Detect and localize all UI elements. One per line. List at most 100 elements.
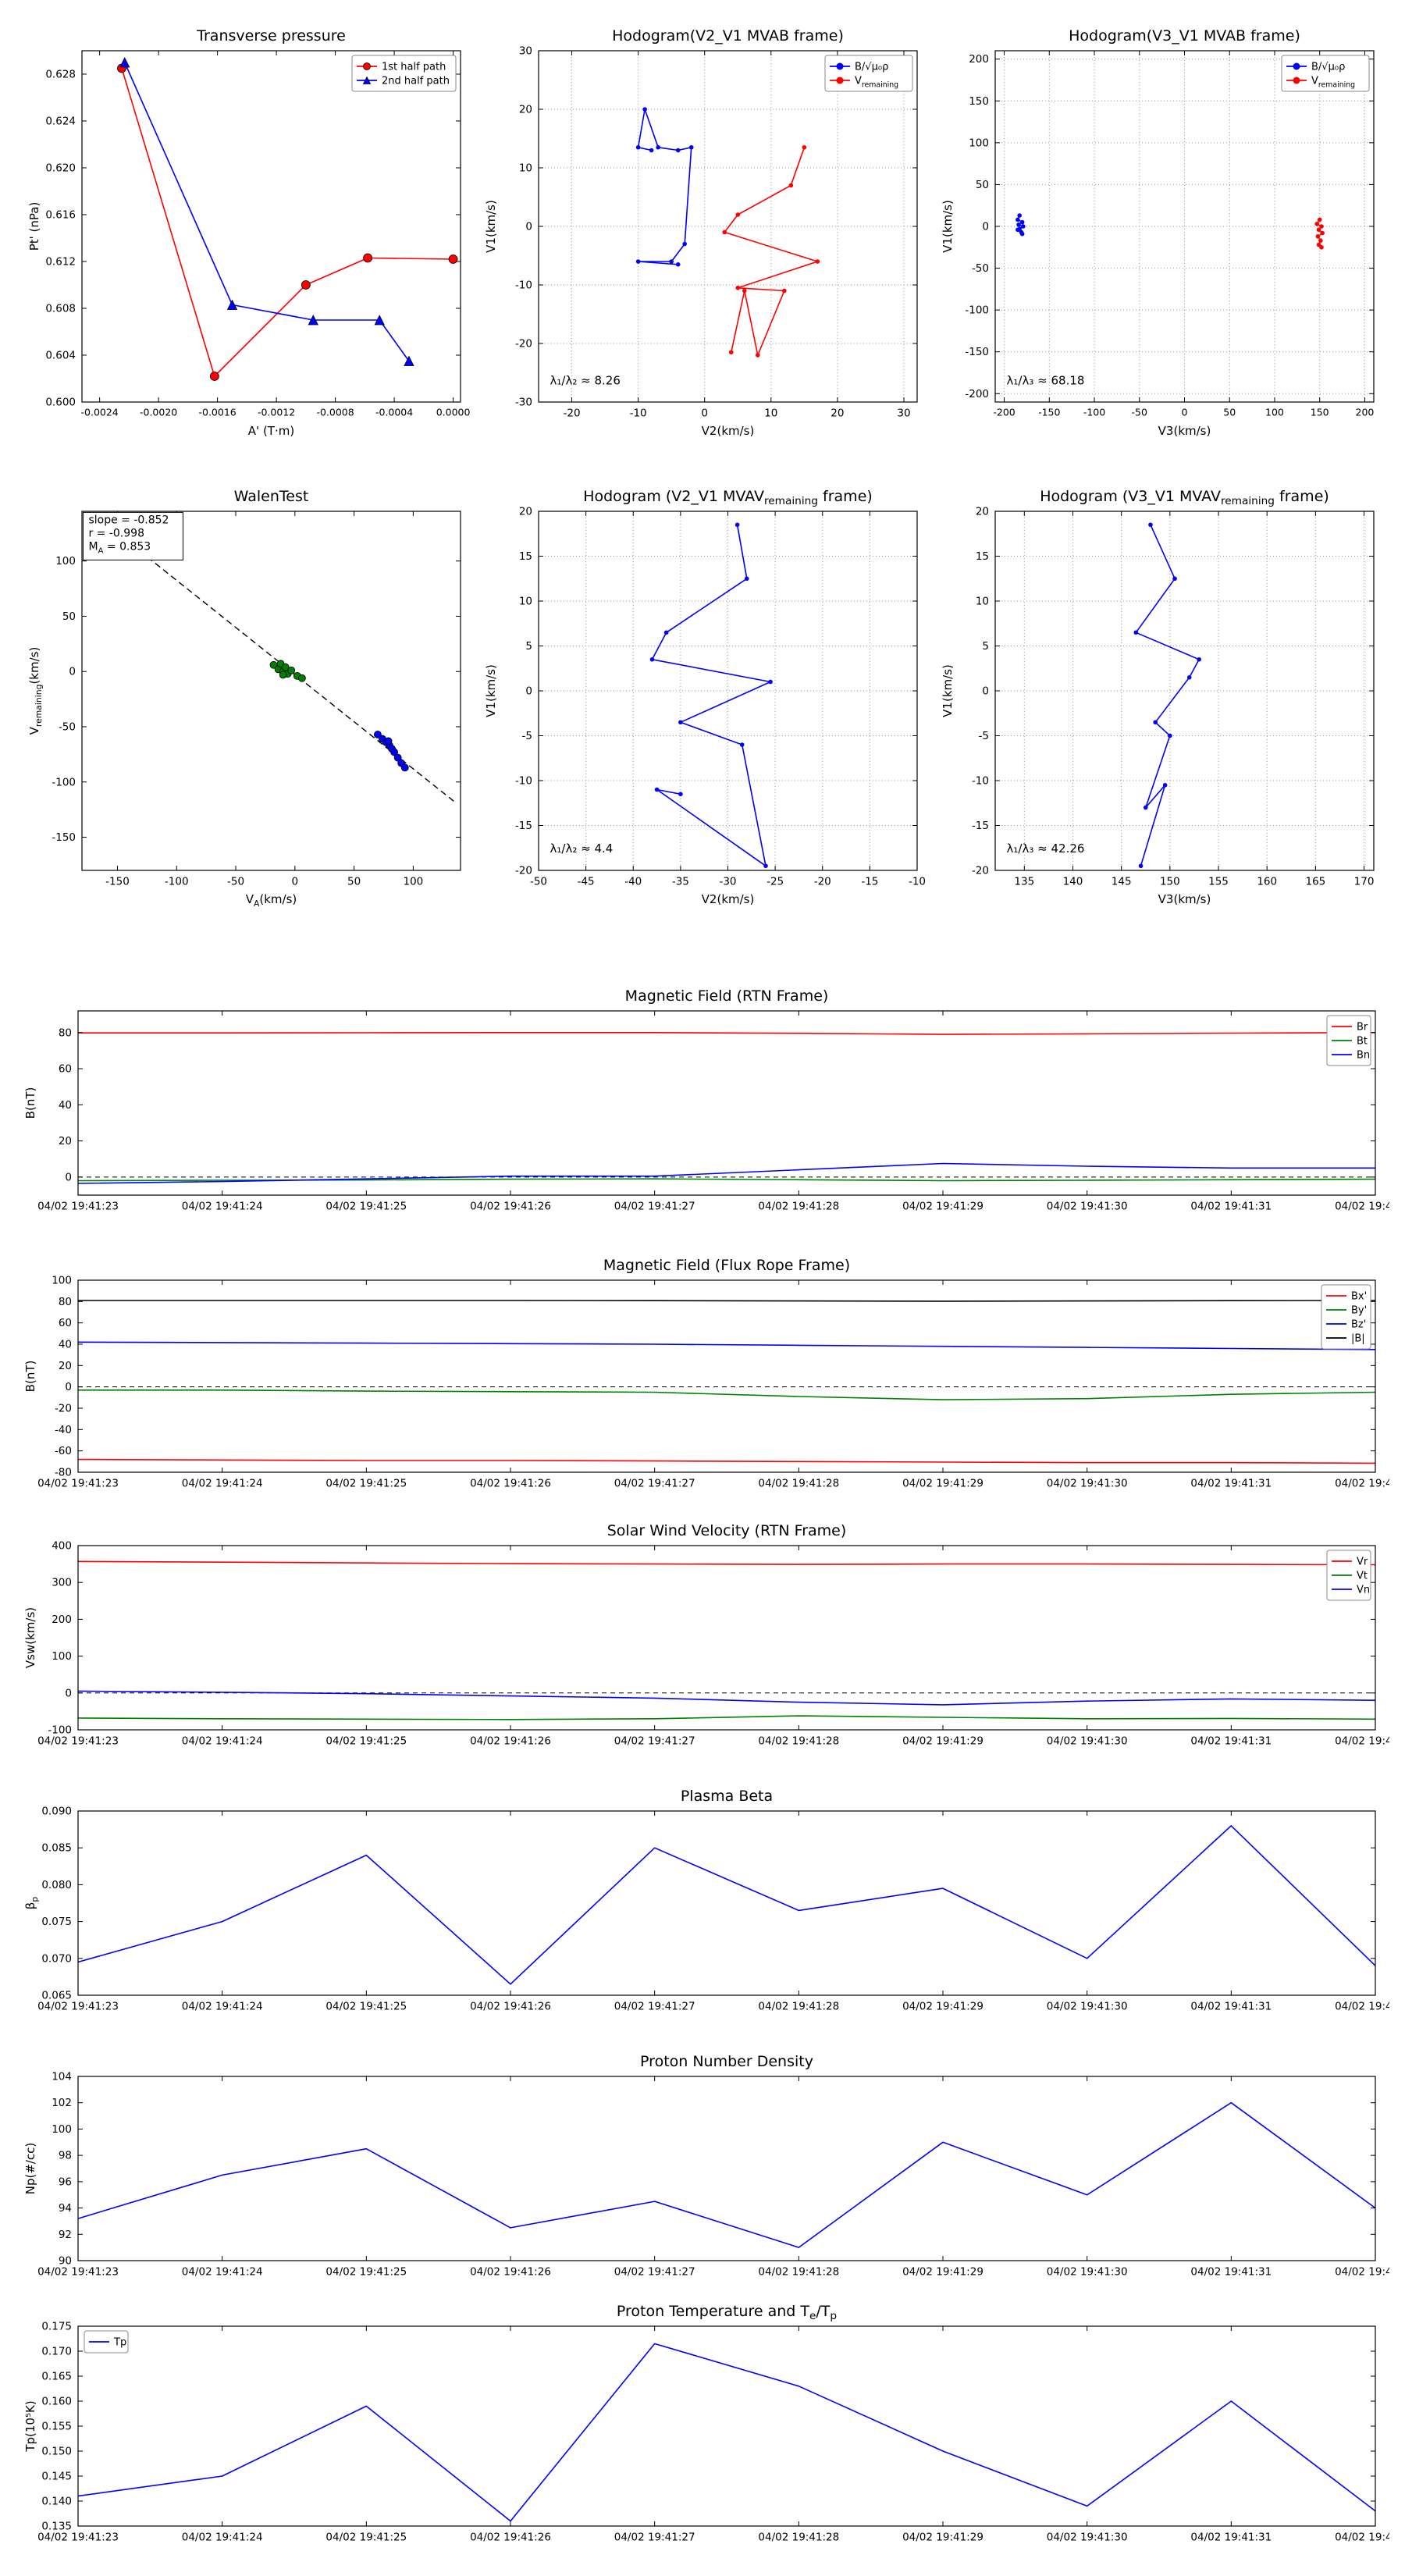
svg-text:-50: -50	[530, 876, 547, 888]
svg-text:V1(km/s): V1(km/s)	[941, 664, 955, 717]
svg-text:-40: -40	[624, 876, 642, 888]
svg-text:Vr: Vr	[1357, 1557, 1368, 1568]
svg-text:200: 200	[1356, 407, 1375, 418]
svg-text:-10: -10	[909, 876, 926, 888]
svg-text:04/02 19:41:32: 04/02 19:41:32	[1335, 2266, 1389, 2279]
svg-text:0.065: 0.065	[41, 1990, 72, 2002]
svg-text:λ₁/λ₃ ≈ 42.26: λ₁/λ₃ ≈ 42.26	[1007, 841, 1085, 856]
svg-text:40: 40	[59, 1339, 72, 1351]
svg-text:04/02 19:41:28: 04/02 19:41:28	[758, 1735, 839, 1748]
svg-text:100: 100	[52, 2123, 72, 2136]
svg-text:100: 100	[55, 555, 76, 568]
svg-text:98: 98	[59, 2150, 72, 2162]
chart-hodogram-v3v1-mvab: -200 -150 -100 -50 0 50 100 150 200 -200 -150 -100 -…	[937, 20, 1385, 445]
svg-text:-15: -15	[861, 876, 878, 888]
svg-text:WalenTest: WalenTest	[234, 488, 309, 505]
svg-text:0.160: 0.160	[41, 2396, 72, 2408]
chart-proton-number-density: 04/02 19:41:23 04/02 19:41:24 04/02 19:41:…	[20, 2045, 1405, 2287]
svg-text:100: 100	[403, 876, 423, 888]
svg-text:V3(km/s): V3(km/s)	[1158, 892, 1211, 906]
svg-text:40: 40	[59, 1099, 72, 1112]
svg-text:βp: βp	[23, 1897, 40, 1910]
svg-text:0.628: 0.628	[45, 69, 76, 81]
chart-solar-wind-velocity: 04/02 19:41:23 04/02 19:41:24 04/02 19:41:…	[20, 1514, 1405, 1756]
svg-text:0: 0	[701, 407, 708, 420]
svg-text:94: 94	[59, 2202, 72, 2215]
svg-text:0.608: 0.608	[45, 303, 76, 315]
svg-text:0: 0	[525, 685, 532, 698]
svg-text:200: 200	[52, 1614, 72, 1626]
svg-text:Bx': Bx'	[1351, 1291, 1367, 1303]
svg-text:135: 135	[1014, 876, 1034, 888]
svg-text:-0.0024: -0.0024	[81, 407, 119, 418]
svg-text:-0.0012: -0.0012	[258, 407, 295, 418]
svg-text:Plasma Beta: Plasma Beta	[681, 1788, 773, 1805]
svg-text:V1(km/s): V1(km/s)	[484, 664, 498, 717]
svg-text:96: 96	[59, 2176, 72, 2188]
svg-text:By': By'	[1351, 1305, 1367, 1317]
svg-text:-100: -100	[52, 776, 76, 788]
chart-transverse-pressure: -0.0024 -0.0020 -0.0016 -0.0012 -0.0008 -0.00…	[23, 20, 472, 445]
svg-text:04/02 19:41:31: 04/02 19:41:31	[1190, 2001, 1272, 2013]
chart-magnetic-field-flux-rope: 04/02 19:41:23 04/02 19:41:24 04/02 19:41:…	[20, 1249, 1405, 1499]
svg-text:r = -0.998: r = -0.998	[88, 527, 144, 539]
svg-text:0.145: 0.145	[41, 2471, 72, 2483]
svg-text:30: 30	[519, 45, 532, 58]
svg-text:04/02 19:41:25: 04/02 19:41:25	[325, 2532, 407, 2544]
svg-text:0.175: 0.175	[41, 2321, 72, 2333]
svg-text:5: 5	[525, 640, 532, 653]
svg-text:-35: -35	[672, 876, 689, 888]
svg-text:-20: -20	[814, 876, 831, 888]
svg-text:-50: -50	[1132, 407, 1147, 418]
svg-text:104: 104	[52, 2071, 72, 2083]
svg-text:04/02 19:41:32: 04/02 19:41:32	[1335, 1478, 1389, 1490]
svg-text:Br: Br	[1357, 1022, 1368, 1034]
svg-text:160: 160	[1257, 876, 1277, 888]
svg-text:10: 10	[519, 596, 532, 608]
svg-text:-10: -10	[630, 407, 647, 420]
svg-text:0: 0	[525, 221, 532, 233]
svg-text:0.080: 0.080	[41, 1879, 72, 1891]
svg-text:04/02 19:41:26: 04/02 19:41:26	[470, 2001, 551, 2013]
svg-text:MA = 0.853: MA = 0.853	[88, 540, 151, 555]
svg-text:04/02 19:41:23: 04/02 19:41:23	[37, 1478, 119, 1490]
svg-text:-40: -40	[55, 1424, 72, 1436]
svg-text:20: 20	[59, 1360, 72, 1372]
svg-text:04/02 19:41:25: 04/02 19:41:25	[325, 2266, 407, 2279]
svg-text:V1(km/s): V1(km/s)	[941, 200, 955, 253]
svg-text:-30: -30	[515, 397, 532, 409]
svg-text:Np(#/cc): Np(#/cc)	[23, 2143, 37, 2195]
svg-text:0.150: 0.150	[41, 2446, 72, 2458]
svg-text:1st half path: 1st half path	[382, 62, 446, 73]
svg-text:04/02 19:41:24: 04/02 19:41:24	[182, 2266, 263, 2279]
svg-text:04/02 19:41:23: 04/02 19:41:23	[37, 1735, 119, 1748]
svg-text:Bt: Bt	[1357, 1036, 1368, 1048]
svg-text:B/√μ₀ρ: B/√μ₀ρ	[1311, 62, 1345, 73]
svg-text:-20: -20	[564, 407, 581, 420]
svg-text:04/02 19:41:25: 04/02 19:41:25	[325, 2001, 407, 2013]
svg-text:04/02 19:41:31: 04/02 19:41:31	[1190, 1735, 1272, 1748]
svg-text:-20: -20	[972, 865, 989, 877]
chart-proton-temperature: 04/02 19:41:23 04/02 19:41:24 04/02 19:41:…	[20, 2295, 1405, 2553]
svg-text:Vn: Vn	[1357, 1585, 1370, 1596]
svg-text:50: 50	[62, 610, 76, 623]
svg-text:-10: -10	[972, 775, 989, 788]
svg-text:0.070: 0.070	[41, 1952, 72, 1965]
svg-text:Vsw(km/s): Vsw(km/s)	[23, 1607, 37, 1668]
svg-text:04/02 19:41:31: 04/02 19:41:31	[1190, 2532, 1272, 2544]
svg-text:102: 102	[52, 2097, 72, 2109]
svg-text:04/02 19:41:30: 04/02 19:41:30	[1047, 2532, 1128, 2544]
svg-text:-20: -20	[515, 865, 532, 877]
svg-text:100: 100	[52, 1275, 72, 1287]
svg-text:-50: -50	[972, 262, 989, 275]
svg-text:04/02 19:41:32: 04/02 19:41:32	[1335, 2532, 1389, 2544]
svg-text:A' (T·m): A' (T·m)	[248, 424, 294, 438]
svg-text:04/02 19:41:32: 04/02 19:41:32	[1335, 2001, 1389, 2013]
svg-text:04/02 19:41:26: 04/02 19:41:26	[470, 1735, 551, 1748]
svg-text:-45: -45	[578, 876, 595, 888]
svg-text:04/02 19:41:28: 04/02 19:41:28	[758, 2266, 839, 2279]
svg-text:B(nT): B(nT)	[23, 1087, 37, 1119]
svg-text:15: 15	[976, 550, 989, 563]
svg-text:-100: -100	[48, 1724, 72, 1737]
svg-text:50: 50	[976, 179, 989, 191]
